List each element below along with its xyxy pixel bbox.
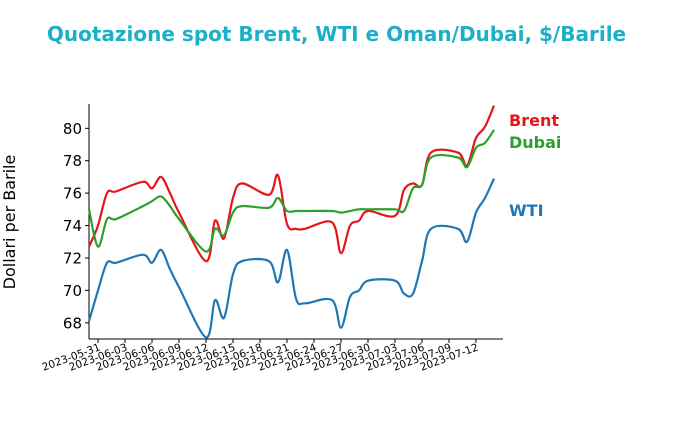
series-label-brent: Brent: [509, 111, 559, 130]
series-line-dubai: [87, 129, 495, 253]
y-tick-label: 68: [63, 314, 82, 332]
series-line-wti: [87, 178, 495, 339]
series-label-dubai: Dubai: [509, 133, 561, 152]
series-line-brent: [87, 105, 496, 263]
y-tick-label: 78: [63, 152, 82, 170]
axes: 687072747678802023-05-312023-06-032023-0…: [41, 104, 503, 374]
y-axis-label: Dollari per Barile: [0, 155, 19, 290]
y-tick-label: 74: [63, 217, 82, 235]
y-tick-label: 72: [63, 249, 82, 267]
y-tick-label: 80: [63, 120, 82, 138]
y-tick-label: 70: [63, 282, 82, 300]
y-tick-label: 76: [63, 185, 82, 203]
series-labels: Brent Dubai WTI: [509, 111, 561, 220]
series-label-wti: WTI: [509, 201, 544, 220]
chart-title: Quotazione spot Brent, WTI e Oman/Dubai,…: [46, 22, 627, 46]
series-lines: [87, 105, 496, 339]
